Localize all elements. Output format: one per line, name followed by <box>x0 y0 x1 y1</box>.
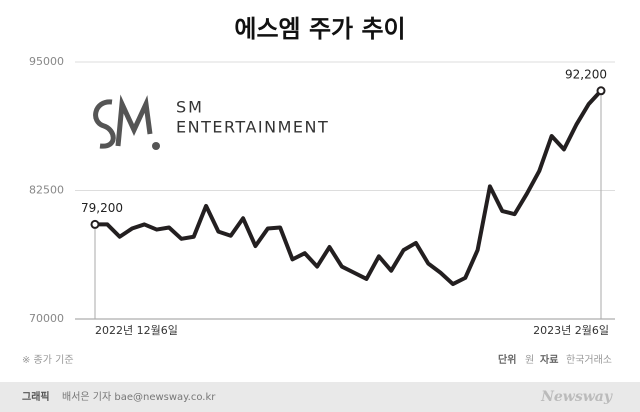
value-label: 79,200 <box>81 201 123 215</box>
credit-label: 그래픽 <box>22 390 50 403</box>
brand: Newsway <box>540 389 613 405</box>
footer-band <box>0 382 640 412</box>
x-tick-label: 2022년 12월6일 <box>95 323 178 337</box>
end-marker <box>596 86 606 96</box>
logo: SM ENTERTAINMENT <box>93 94 329 150</box>
logo-shape <box>93 99 116 149</box>
logo-text: SM <box>176 98 204 117</box>
note: ※ 종가 기준 <box>22 354 74 366</box>
credit: 배서은 기자 bae@newsway.co.kr <box>62 391 216 403</box>
chart-title: 에스엠 주가 추이 <box>234 15 405 43</box>
end-marker <box>90 219 100 229</box>
unit: 원 <box>525 354 534 366</box>
source-label: 자료 <box>540 353 558 366</box>
price-line <box>95 89 603 287</box>
y-tick-label: 95000 <box>29 55 64 68</box>
y-tick-label: 70000 <box>29 312 64 325</box>
y-tick-label: 82500 <box>29 184 64 197</box>
value-label: 92,200 <box>565 67 607 81</box>
logo-shape <box>115 94 153 147</box>
logo-text: ENTERTAINMENT <box>176 118 329 137</box>
logo-dot <box>152 142 160 150</box>
x-tick-label: 2023년 2월6일 <box>533 323 609 337</box>
unit-label: 단위 <box>498 353 516 366</box>
source: 한국거래소 <box>566 354 612 366</box>
